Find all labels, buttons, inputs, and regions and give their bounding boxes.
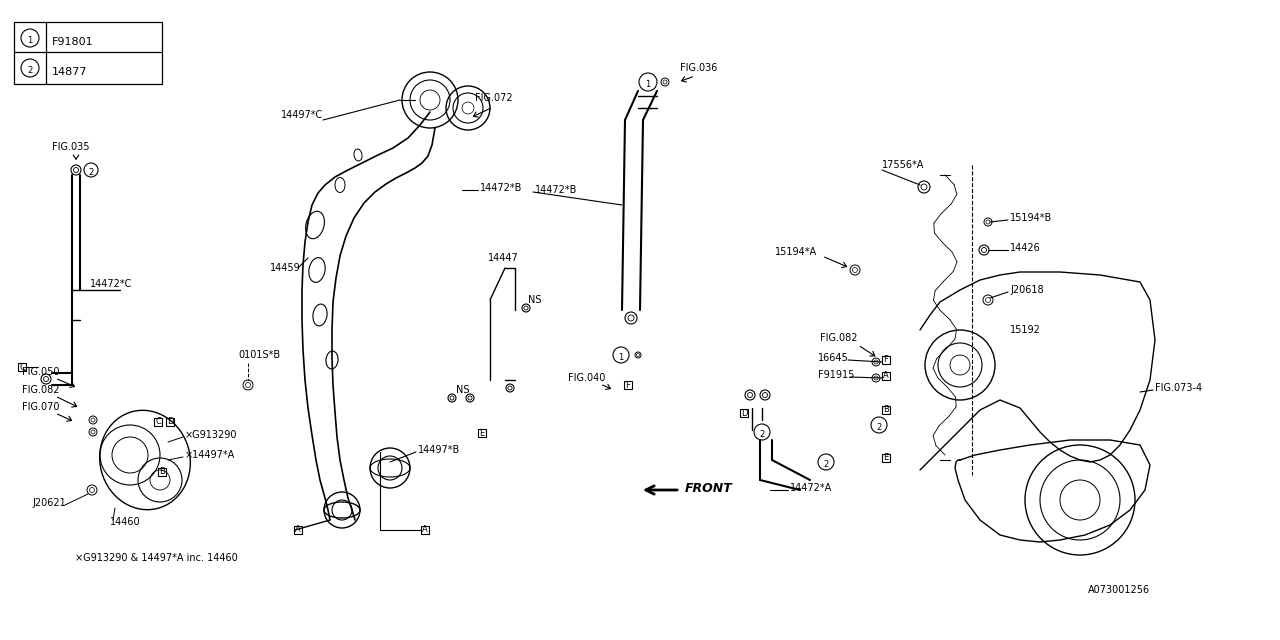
- Text: 14497*C: 14497*C: [280, 110, 323, 120]
- Bar: [625, 381, 632, 389]
- Bar: [477, 429, 486, 437]
- Text: F91801: F91801: [52, 37, 93, 47]
- Bar: [166, 418, 174, 426]
- Text: 17556*A: 17556*A: [882, 160, 924, 170]
- Text: 14460: 14460: [110, 517, 141, 527]
- Text: FIG.050: FIG.050: [22, 367, 59, 377]
- Text: F: F: [883, 355, 888, 365]
- Text: J20618: J20618: [1010, 285, 1043, 295]
- Text: A: A: [422, 525, 428, 534]
- Bar: [740, 409, 748, 417]
- Text: 16645: 16645: [818, 353, 849, 363]
- Text: FIG.040: FIG.040: [568, 373, 605, 383]
- Text: E: E: [883, 454, 888, 463]
- Bar: [882, 372, 890, 380]
- Text: 14472*C: 14472*C: [90, 279, 132, 289]
- Text: ×14497*A: ×14497*A: [186, 450, 236, 460]
- Text: 14426: 14426: [1010, 243, 1041, 253]
- Text: F: F: [626, 381, 631, 390]
- Text: 15194*B: 15194*B: [1010, 213, 1052, 223]
- Text: 2: 2: [759, 430, 764, 439]
- Text: 14459: 14459: [270, 263, 301, 273]
- Text: C: C: [19, 362, 24, 371]
- Text: 1: 1: [618, 353, 623, 362]
- Bar: [154, 418, 163, 426]
- Text: 1: 1: [645, 80, 650, 89]
- Text: FIG.035: FIG.035: [52, 142, 90, 152]
- Text: 15194*A: 15194*A: [774, 247, 817, 257]
- Text: 15192: 15192: [1010, 325, 1041, 335]
- Bar: [294, 526, 302, 534]
- Text: FIG.036: FIG.036: [680, 63, 717, 73]
- Bar: [14, 22, 163, 84]
- Text: E: E: [480, 429, 485, 438]
- Bar: [882, 356, 890, 364]
- Text: FIG.070: FIG.070: [22, 402, 59, 412]
- Text: 2: 2: [823, 460, 828, 469]
- Bar: [421, 526, 429, 534]
- Text: B: B: [883, 406, 888, 415]
- Bar: [882, 454, 890, 462]
- Bar: [882, 406, 890, 414]
- Text: 0101S*B: 0101S*B: [238, 350, 280, 360]
- Text: FIG.072: FIG.072: [475, 93, 512, 103]
- Text: 14472*B: 14472*B: [480, 183, 522, 193]
- Text: 14497*B: 14497*B: [419, 445, 461, 455]
- Text: FRONT: FRONT: [685, 481, 732, 495]
- Text: A: A: [296, 525, 301, 534]
- Text: NS: NS: [529, 295, 541, 305]
- Text: 14472*A: 14472*A: [790, 483, 832, 493]
- Text: 1: 1: [27, 36, 32, 45]
- Text: FIG.082: FIG.082: [22, 385, 59, 395]
- Text: ×G913290 & 14497*A inc. 14460: ×G913290 & 14497*A inc. 14460: [76, 553, 238, 563]
- Text: 2: 2: [27, 66, 32, 75]
- Text: A: A: [883, 371, 888, 381]
- Text: FIG.073-4: FIG.073-4: [1155, 383, 1202, 393]
- Text: B: B: [159, 467, 165, 477]
- Text: F91915: F91915: [818, 370, 854, 380]
- Text: 14877: 14877: [52, 67, 87, 77]
- Text: 14472*B: 14472*B: [535, 185, 577, 195]
- Text: J20621: J20621: [32, 498, 65, 508]
- Text: 2: 2: [88, 168, 93, 177]
- Bar: [157, 468, 166, 476]
- Text: 2: 2: [877, 423, 882, 432]
- Text: D: D: [741, 408, 748, 417]
- Text: ×G913290: ×G913290: [186, 430, 238, 440]
- Bar: [18, 363, 26, 371]
- Text: A073001256: A073001256: [1088, 585, 1149, 595]
- Text: FIG.082: FIG.082: [820, 333, 858, 343]
- Text: C: C: [155, 417, 161, 426]
- Text: 14447: 14447: [488, 253, 518, 263]
- Text: D: D: [166, 417, 173, 426]
- Text: NS: NS: [456, 385, 470, 395]
